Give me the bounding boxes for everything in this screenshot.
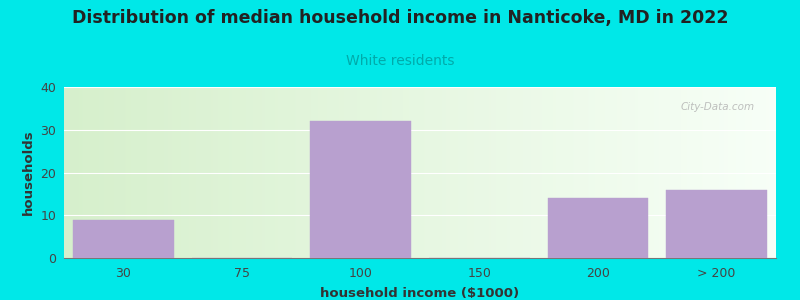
Y-axis label: households: households	[22, 130, 35, 215]
Text: Distribution of median household income in Nanticoke, MD in 2022: Distribution of median household income …	[72, 9, 728, 27]
Bar	[73, 220, 174, 258]
Bar	[547, 198, 649, 258]
Bar	[666, 190, 767, 258]
Text: City-Data.com: City-Data.com	[681, 102, 754, 112]
Bar	[310, 121, 411, 258]
Text: White residents: White residents	[346, 54, 454, 68]
X-axis label: household income ($1000): household income ($1000)	[321, 287, 519, 300]
